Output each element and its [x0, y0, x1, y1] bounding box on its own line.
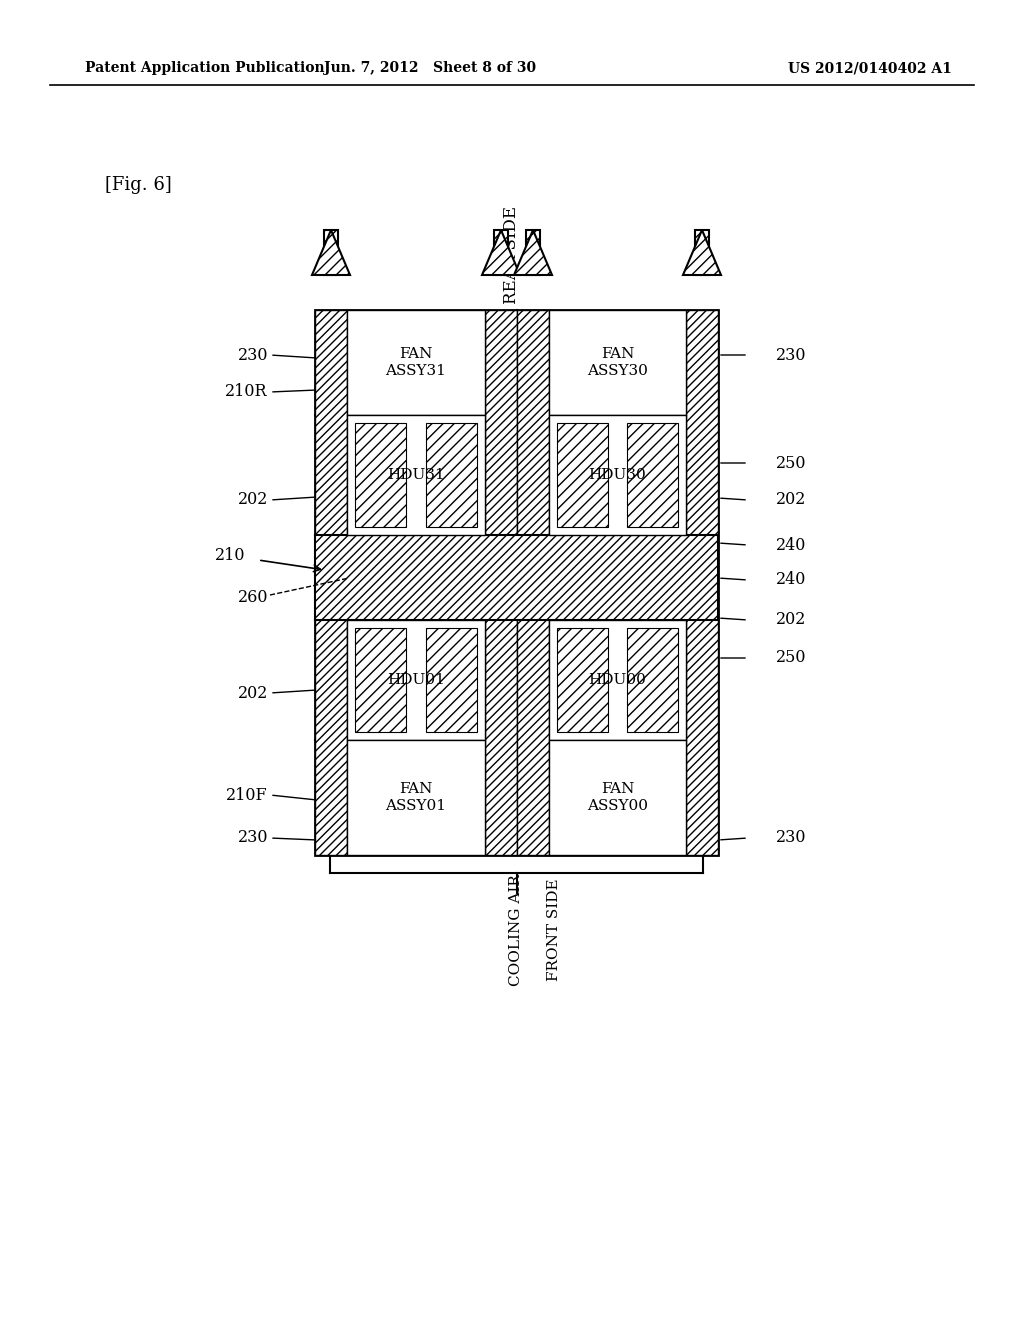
Bar	[695, 230, 709, 275]
Bar	[324, 230, 338, 275]
Text: 230: 230	[776, 346, 807, 363]
Bar	[485, 310, 517, 855]
Text: FAN
ASSY31: FAN ASSY31	[386, 347, 446, 378]
Text: 230: 230	[238, 829, 268, 846]
Text: Jun. 7, 2012   Sheet 8 of 30: Jun. 7, 2012 Sheet 8 of 30	[324, 61, 536, 75]
Bar	[627, 422, 678, 527]
Polygon shape	[312, 230, 350, 275]
Text: FAN
ASSY01: FAN ASSY01	[385, 781, 446, 813]
Bar	[315, 535, 718, 620]
Text: 202: 202	[776, 491, 806, 508]
Bar	[627, 628, 678, 733]
Bar	[315, 310, 718, 855]
Text: FAN
ASSY30: FAN ASSY30	[587, 347, 648, 378]
Text: 240: 240	[776, 572, 806, 589]
Text: Patent Application Publication: Patent Application Publication	[85, 61, 325, 75]
Text: FRONT SIDE: FRONT SIDE	[548, 879, 561, 981]
Text: 202: 202	[238, 491, 268, 508]
Bar	[557, 422, 608, 527]
Bar	[347, 620, 485, 741]
Text: 260: 260	[238, 589, 268, 606]
Text: 202: 202	[238, 685, 268, 701]
Text: FAN
ASSY00: FAN ASSY00	[587, 781, 648, 813]
Text: 240: 240	[776, 536, 806, 553]
Bar	[426, 628, 477, 733]
Polygon shape	[482, 230, 520, 275]
Bar	[347, 414, 485, 535]
Bar	[549, 414, 686, 535]
Bar	[315, 310, 347, 855]
Polygon shape	[683, 230, 721, 275]
Bar	[426, 422, 477, 527]
Text: 202: 202	[776, 611, 806, 628]
Bar	[517, 310, 549, 855]
Bar	[494, 230, 508, 275]
Text: HDU01: HDU01	[387, 673, 445, 686]
Bar	[526, 230, 540, 275]
Polygon shape	[514, 230, 552, 275]
Text: 210R: 210R	[225, 384, 268, 400]
Text: 250: 250	[776, 649, 807, 667]
Text: HDU00: HDU00	[589, 673, 646, 686]
Text: US 2012/0140402 A1: US 2012/0140402 A1	[788, 61, 952, 75]
Text: 230: 230	[776, 829, 807, 846]
Text: [Fig. 6]: [Fig. 6]	[105, 176, 172, 194]
Text: 230: 230	[238, 346, 268, 363]
Bar	[686, 310, 718, 855]
Text: 210F: 210F	[226, 787, 268, 804]
Bar	[549, 741, 686, 855]
Bar	[355, 422, 407, 527]
Text: HDU31: HDU31	[387, 469, 444, 482]
Text: HDU30: HDU30	[589, 469, 646, 482]
Bar	[355, 628, 407, 733]
Bar	[549, 310, 686, 414]
Text: COOLING AIR: COOLING AIR	[510, 874, 523, 986]
Bar	[347, 741, 485, 855]
Text: 250: 250	[776, 454, 807, 471]
Bar	[347, 310, 485, 414]
Bar	[549, 620, 686, 741]
Text: 210: 210	[215, 546, 246, 564]
Text: REAR SIDE: REAR SIDE	[504, 206, 520, 304]
Bar	[557, 628, 608, 733]
